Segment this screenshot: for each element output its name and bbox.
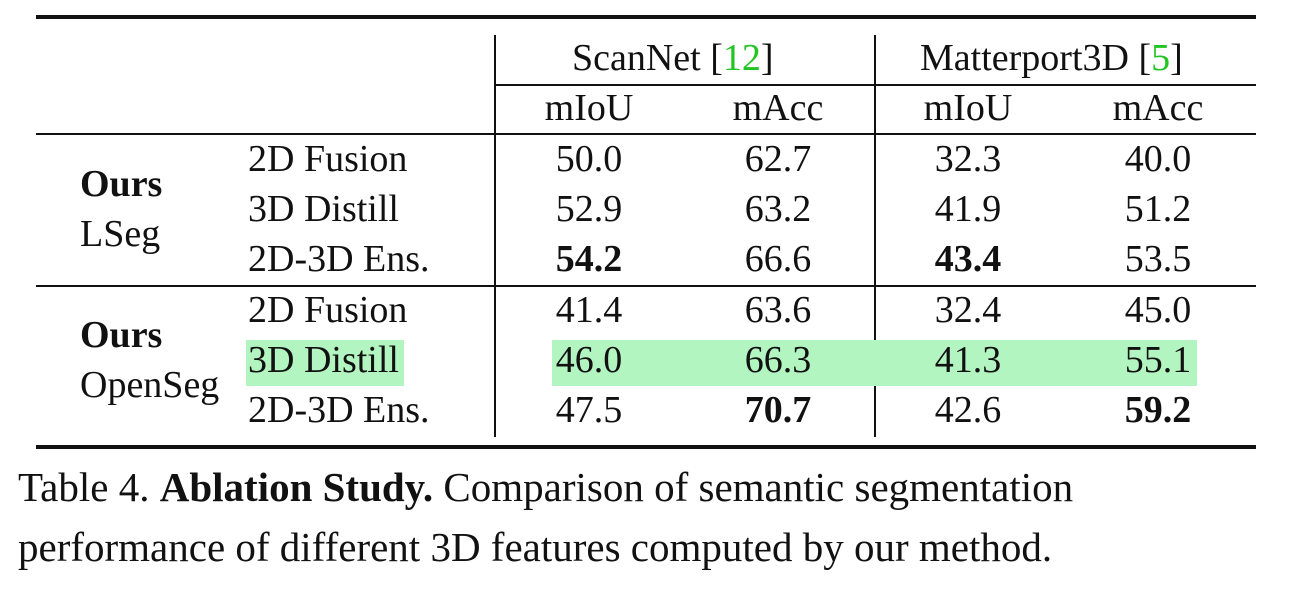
citation-link[interactable]: 12 [722,37,761,79]
row-highlight-values [552,340,1197,386]
dataset-header-scannet: ScanNet [12] [572,37,774,79]
vertical-rule-left [494,35,496,437]
method-label: 2D-3D Ens. [248,389,430,431]
table-cell: 62.7 [744,138,812,180]
metric-header: mIoU [923,87,1013,129]
vertical-rule-middle [874,35,876,437]
table-caption-line1: Table 4. Ablation Study. Comparison of s… [18,458,1073,516]
table-cell: 45.0 [1124,289,1192,331]
table-cell: 66.6 [744,238,812,280]
caption-title: Ablation Study. [159,464,434,510]
table-cell: 52.9 [555,188,623,230]
caption-label: Table 4. [18,464,150,510]
table-cell-highlighted: 41.3 [934,339,1002,381]
table-cell: 41.4 [555,289,623,331]
metric-header: mAcc [732,87,824,129]
top-rule [36,15,1256,19]
metric-header: mAcc [1112,87,1204,129]
group-subtitle: OpenSeg [80,364,220,406]
table-cell: 41.9 [934,188,1002,230]
metric-header: mIoU [544,87,634,129]
table-cell: 32.3 [934,138,1002,180]
group-title: Ours [80,163,163,205]
dataset-header-matterport3d: Matterport3D [5] [920,37,1183,79]
table-cell: 50.0 [555,138,623,180]
table-cell-best: 59.2 [1124,389,1192,431]
table-cell: 53.5 [1124,238,1192,280]
caption-text: Comparison of semantic segmentation [443,464,1074,510]
table-cell-best: 70.7 [744,389,812,431]
table-cell: 51.2 [1124,188,1192,230]
method-label: 2D-3D Ens. [248,238,430,280]
table-cell: 40.0 [1124,138,1192,180]
table-cell: 63.6 [744,289,812,331]
header-rule [36,133,1256,135]
table-cell: 32.4 [934,289,1002,331]
bottom-rule [36,445,1256,449]
row-highlight-method [246,340,404,386]
method-label: 3D Distill [248,339,399,381]
group-subtitle: LSeg [80,213,161,255]
table-cell-best: 43.4 [934,238,1002,280]
group-rule [36,285,1256,287]
table-cell: 63.2 [744,188,812,230]
table-cell-highlighted: 66.3 [744,339,812,381]
table-cell-highlighted: 55.1 [1124,339,1192,381]
method-label: 3D Distill [248,188,399,230]
dataset-name: Matterport3D [920,37,1129,79]
table-cell: 42.6 [934,389,1002,431]
table-cell-best: 54.2 [555,238,623,280]
table-caption-line2: performance of different 3D features com… [18,524,1053,570]
table-cell-highlighted: 46.0 [555,339,623,381]
dataset-name: ScanNet [572,37,701,79]
method-label: 2D Fusion [248,289,408,331]
table-cell: 47.5 [555,389,623,431]
method-label: 2D Fusion [248,138,408,180]
group-title: Ours [80,314,163,356]
citation-link[interactable]: 5 [1151,37,1171,79]
